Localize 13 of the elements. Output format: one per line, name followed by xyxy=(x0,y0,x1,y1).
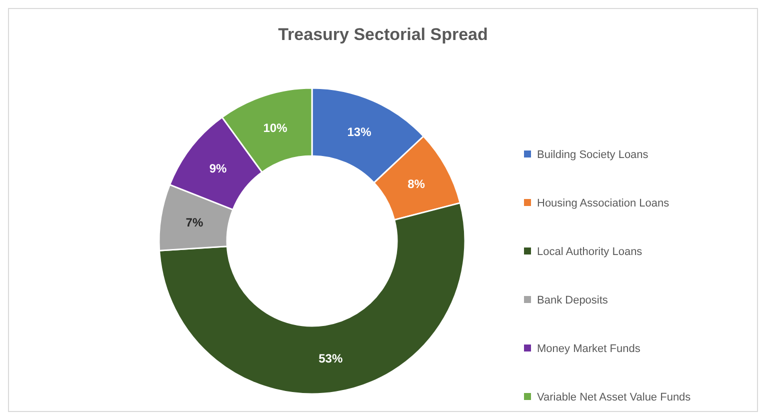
data-label: 13% xyxy=(347,124,372,139)
legend-label: Housing Association Loans xyxy=(537,197,670,210)
data-label: 10% xyxy=(263,121,288,136)
data-label: 7% xyxy=(186,216,204,230)
data-label: 53% xyxy=(318,352,343,366)
legend-label: Variable Net Asset Value Funds xyxy=(537,391,692,404)
legend-label: Bank Deposits xyxy=(537,294,608,306)
chart-title: Treasury Sectorial Spread xyxy=(278,25,488,44)
legend-label: Building Society Loans xyxy=(537,148,649,161)
data-label: 8% xyxy=(408,176,426,191)
data-label: 9% xyxy=(209,161,227,176)
legend-label: Local Authority Loans xyxy=(537,246,643,258)
legend-label: Money Market Funds xyxy=(537,342,641,355)
